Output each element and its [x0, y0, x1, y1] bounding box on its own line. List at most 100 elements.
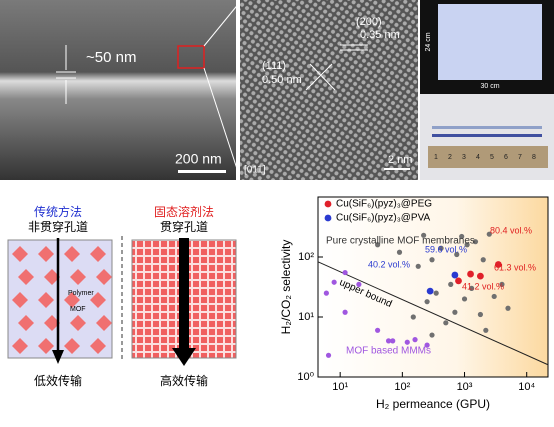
hollow-fiber — [432, 126, 542, 129]
ruler-label: 8 — [532, 154, 536, 161]
width-label: 30 cm — [480, 83, 499, 90]
mof-crystal — [12, 246, 28, 262]
ruler-label: 3 — [462, 154, 466, 161]
mof-crystal — [64, 292, 80, 308]
x-tick-label: 10¹ — [332, 381, 348, 393]
point — [410, 314, 416, 320]
point — [477, 272, 484, 280]
point — [385, 338, 392, 344]
ruler-label: 2 — [448, 154, 452, 161]
arrow-head — [172, 348, 196, 366]
point — [461, 296, 468, 302]
point — [480, 257, 486, 263]
arrow-head — [52, 350, 64, 364]
ruler-label: 5 — [490, 154, 494, 161]
point — [424, 299, 430, 305]
mof-crystal — [38, 292, 54, 308]
ruler-label: 7 — [518, 154, 522, 161]
point — [499, 281, 505, 287]
point — [424, 342, 430, 348]
mof-crystal — [18, 269, 34, 285]
height-label: 24 cm — [425, 32, 432, 51]
mof-crystal — [38, 246, 54, 262]
mof-crystal — [96, 269, 112, 285]
x-axis-label: H₂ permeance (GPU) — [376, 397, 490, 411]
mof-crystal — [70, 315, 86, 331]
plane-label: (111) — [262, 60, 286, 72]
point — [477, 311, 484, 318]
point — [331, 279, 337, 285]
point — [467, 270, 474, 278]
mof-label: MOF — [70, 306, 86, 313]
point — [464, 242, 470, 248]
point — [415, 263, 421, 269]
result-label: 高效传输 — [160, 373, 208, 388]
hollow-fiber — [432, 134, 542, 137]
legend-label: Cu(SiF₆)(pyz)₃@PVA — [336, 213, 431, 224]
mof-crystal — [64, 338, 80, 354]
point — [356, 281, 362, 287]
group-label: Pure crystalline MOF membranes — [326, 236, 475, 247]
point — [505, 305, 511, 311]
point — [404, 339, 410, 345]
point — [448, 281, 454, 287]
mof-crystal — [18, 315, 34, 331]
legend-marker — [324, 200, 332, 208]
group-label: MOF based MMMs — [346, 346, 431, 357]
mof-crystal — [64, 246, 80, 262]
legend-label: Cu(SiF₆)(pyz)₃@PEG — [336, 199, 432, 210]
y-tick-label: 10² — [298, 251, 314, 263]
tem-image — [240, 0, 418, 180]
point — [494, 261, 502, 268]
scale-label: 2 nm — [388, 154, 412, 166]
point — [429, 257, 435, 263]
point — [390, 338, 396, 344]
annotation: 40.2 vol.% — [368, 259, 410, 269]
plot-area — [317, 196, 549, 378]
point — [486, 231, 492, 237]
point — [429, 332, 435, 338]
membrane — [438, 4, 542, 80]
mof-crystal — [96, 315, 112, 331]
ruler-label: 6 — [504, 154, 508, 161]
lattice-mark — [305, 63, 333, 91]
upper-bound-line — [317, 261, 549, 366]
point — [375, 327, 381, 333]
mof-crystal — [44, 269, 60, 285]
mof-crystal — [90, 246, 106, 262]
zoom-line — [203, 67, 241, 179]
spacing-label: 0.35 nm — [360, 29, 400, 41]
method-subtitle: 非贯穿孔道 — [28, 219, 88, 234]
annotation: 80.4 vol.% — [490, 225, 532, 235]
method-title: 传统方法 — [34, 204, 82, 219]
mof-crystal — [38, 338, 54, 354]
point — [455, 277, 462, 285]
method-subtitle: 贯穿孔道 — [160, 219, 208, 234]
x-tick-label: 10³ — [457, 381, 473, 393]
transport-arrow — [179, 238, 189, 350]
x-tick-label: 10² — [394, 381, 410, 393]
zoom-box — [177, 45, 205, 69]
zone-label: [011] — [244, 165, 266, 176]
point — [421, 232, 427, 238]
thickness-label: ~50 nm — [86, 49, 136, 66]
ruler-label: 1 — [434, 154, 438, 161]
point — [396, 249, 403, 255]
result-label: 低效传输 — [34, 373, 82, 388]
point — [375, 242, 381, 248]
mof-crystal — [12, 292, 28, 308]
spacing-label: 0.50 nm — [262, 74, 302, 86]
annotation: 59.6 vol.% — [425, 244, 467, 254]
x-tick-label: 10⁴ — [518, 381, 535, 393]
mof-crystal — [90, 292, 106, 308]
mof-crystal — [44, 315, 60, 331]
point — [426, 287, 434, 295]
scale-bar — [178, 170, 226, 173]
point — [443, 320, 449, 326]
point — [491, 293, 497, 300]
point — [342, 269, 348, 276]
point — [323, 290, 329, 296]
y-tick-label: 10⁰ — [297, 371, 314, 383]
